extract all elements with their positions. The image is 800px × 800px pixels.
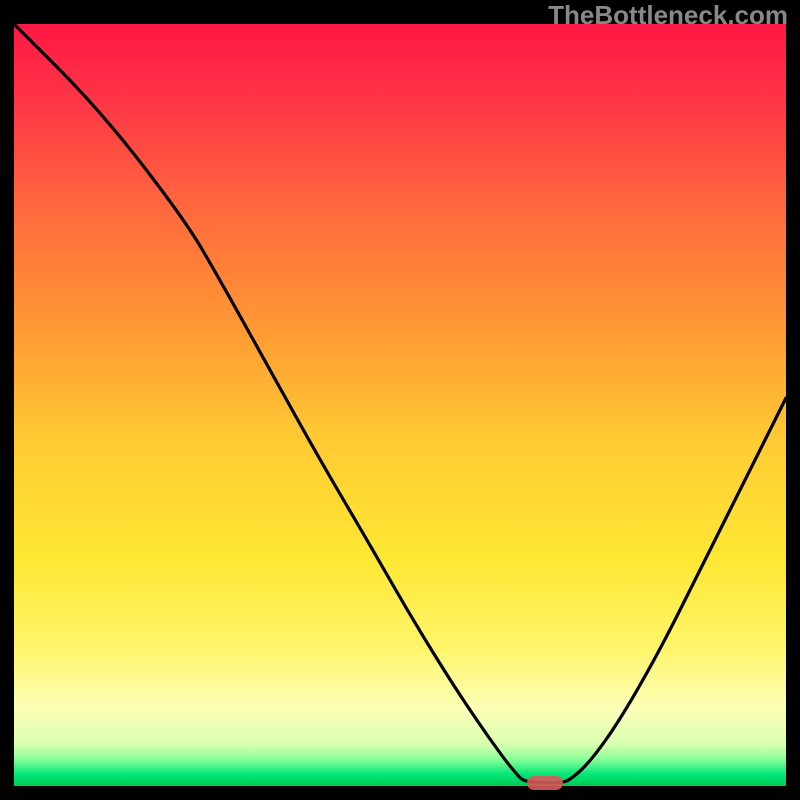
watermark-text: TheBottleneck.com	[548, 0, 788, 31]
curve-layer	[0, 0, 800, 800]
optimal-marker	[527, 776, 563, 790]
bottleneck-curve	[14, 24, 786, 783]
chart-container: TheBottleneck.com	[0, 0, 800, 800]
